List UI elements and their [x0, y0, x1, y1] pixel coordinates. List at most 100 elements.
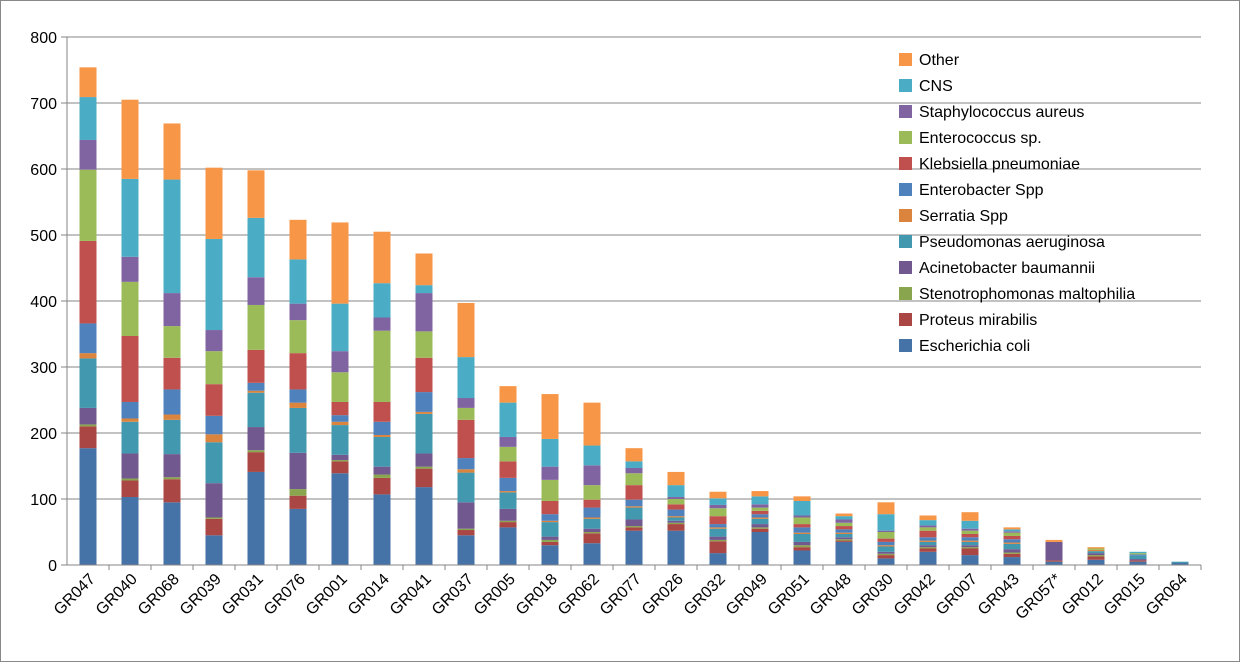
bar-segment: [877, 545, 895, 547]
bar-segment: [457, 530, 475, 536]
bar-segment: [1087, 548, 1105, 550]
bar-segment: [793, 547, 811, 551]
bar-segment: [919, 527, 937, 531]
bar-segment: [583, 485, 601, 500]
bar-segment: [751, 507, 769, 511]
bar-segment: [205, 442, 223, 484]
bar-segment: [919, 537, 937, 541]
bar-segment: [1045, 561, 1063, 565]
bar-segment: [289, 219, 307, 260]
bar-segment: [205, 238, 223, 331]
bar-segment: [331, 421, 349, 426]
x-tick-label: GR007: [933, 571, 981, 619]
bar-segment: [457, 458, 475, 470]
bar-segment: [583, 528, 601, 532]
legend-swatch: [899, 53, 912, 66]
bar-segment: [1087, 547, 1105, 549]
bar-segment: [373, 494, 391, 565]
y-tick-label: 200: [30, 426, 57, 443]
bar-segment: [163, 389, 181, 415]
bar-segment: [667, 509, 685, 517]
bar-segment: [835, 529, 853, 533]
bar-segment: [625, 473, 643, 486]
bar-segment: [163, 419, 181, 455]
bar-segment: [751, 528, 769, 532]
bar-segment: [751, 517, 769, 519]
bar-segment: [1045, 560, 1063, 562]
bar-segment: [79, 448, 97, 565]
bar-segment: [961, 533, 979, 538]
bar-segment: [835, 540, 853, 542]
bar-segment: [415, 285, 433, 294]
legend-label: Escherichia coli: [919, 338, 1030, 355]
bar-segment: [331, 401, 349, 416]
bar-segment: [541, 466, 559, 480]
bar-segment: [499, 402, 517, 437]
bar-segment: [121, 335, 139, 402]
bar-segment: [1003, 527, 1021, 530]
bar-segment: [625, 507, 643, 520]
bar-segment: [373, 283, 391, 318]
legend-label: Enterobacter Spp: [919, 182, 1044, 199]
bar-segment: [1003, 557, 1021, 565]
bar-segment: [163, 179, 181, 294]
bar-segment: [331, 303, 349, 352]
bar-segment: [667, 530, 685, 565]
bar-segment: [1087, 553, 1105, 556]
bar-segment: [793, 533, 811, 542]
x-tick-label: GR041: [387, 571, 435, 619]
bar-segment: [751, 510, 769, 515]
bar-segment: [919, 547, 937, 549]
x-tick-label: GR068: [135, 571, 183, 619]
y-tick-label: 100: [30, 492, 57, 509]
bar-segment: [205, 351, 223, 385]
bar-segment: [373, 436, 391, 467]
bar-segment: [373, 474, 391, 478]
legend-swatch: [899, 157, 912, 170]
bar-segment: [667, 471, 685, 486]
bar-segment: [247, 452, 265, 472]
bar-segment: [583, 465, 601, 486]
bar-segment: [709, 536, 727, 540]
bar-segment: [121, 256, 139, 282]
bar-segment: [205, 518, 223, 536]
bar-segment: [289, 402, 307, 408]
legend-swatch: [899, 339, 912, 352]
bar-segment: [667, 524, 685, 531]
bar-segment: [205, 384, 223, 416]
bar-segment: [877, 551, 895, 554]
bar-segment: [709, 524, 727, 528]
bar-segment: [121, 480, 139, 498]
bar-segment: [961, 541, 979, 546]
bar-segment: [1003, 552, 1021, 554]
bar-segment: [163, 479, 181, 503]
legend-label: Serratia Spp: [919, 208, 1008, 225]
bar-segment: [457, 302, 475, 358]
x-tick-label: GR014: [345, 571, 393, 619]
bar-segment: [289, 407, 307, 453]
bar-segment: [1003, 553, 1021, 558]
legend-swatch: [899, 209, 912, 222]
bar-segment: [1003, 549, 1021, 553]
bar-segment: [373, 434, 391, 437]
bar-segment: [751, 532, 769, 565]
bar-segment: [625, 467, 643, 474]
bar-segment: [877, 546, 895, 552]
bar-segment: [1003, 535, 1021, 540]
legend-label: Klebsiella pneumoniae: [919, 156, 1080, 173]
bar-segment: [667, 522, 685, 525]
bar-segment: [457, 398, 475, 408]
bar-segment: [499, 446, 517, 462]
bar-segment: [625, 448, 643, 462]
x-tick-label: GR040: [93, 571, 141, 619]
bar-segment: [163, 414, 181, 420]
bar-segment: [499, 520, 517, 523]
bar-segment: [415, 293, 433, 332]
bar-segment: [79, 323, 97, 354]
x-tick-label: GR039: [177, 571, 225, 619]
bar-segment: [415, 487, 433, 565]
x-tick-label: GR057*: [1013, 571, 1065, 623]
legend-swatch: [899, 79, 912, 92]
bar-segment: [79, 169, 97, 241]
